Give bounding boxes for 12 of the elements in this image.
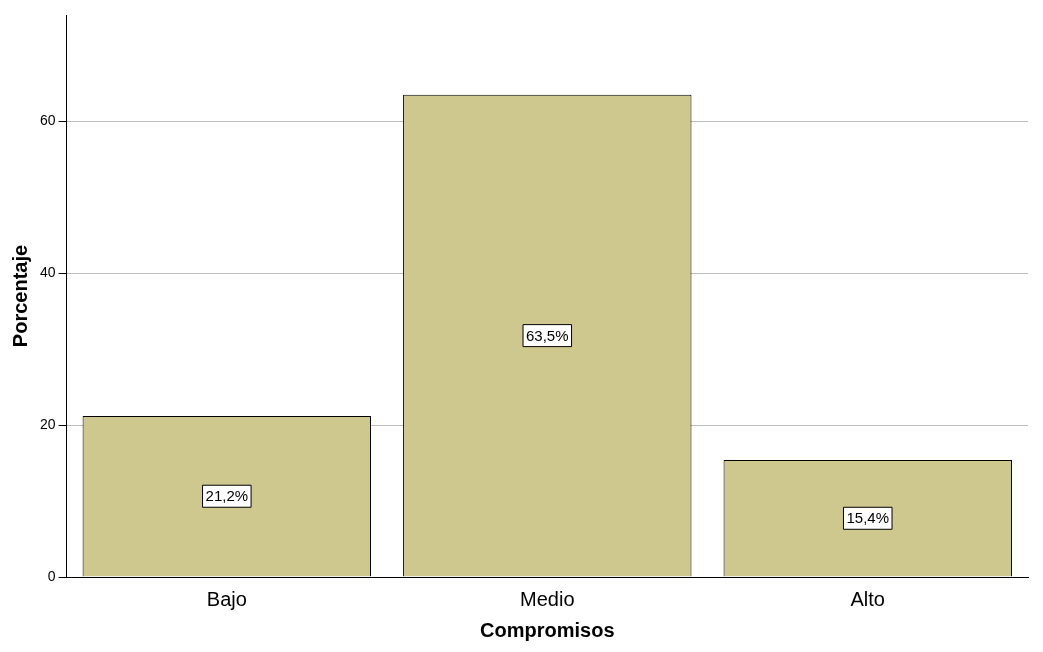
y-tick-label: 0	[47, 567, 56, 584]
y-axis-title: Porcentaje	[8, 244, 31, 348]
x-tick-label: Alto	[850, 587, 885, 610]
y-tick-label: 60	[39, 112, 56, 129]
data-label: 15,4%	[846, 509, 890, 527]
x-tick-label: Bajo	[206, 587, 247, 610]
data-label: 63,5%	[526, 326, 569, 344]
x-tick-label: Medio	[520, 587, 575, 610]
y-tick-label: 40	[39, 264, 56, 281]
data-label: 21,2%	[205, 487, 249, 505]
x-axis-title: Compromisos	[480, 618, 615, 641]
y-tick-label: 20	[39, 415, 56, 432]
